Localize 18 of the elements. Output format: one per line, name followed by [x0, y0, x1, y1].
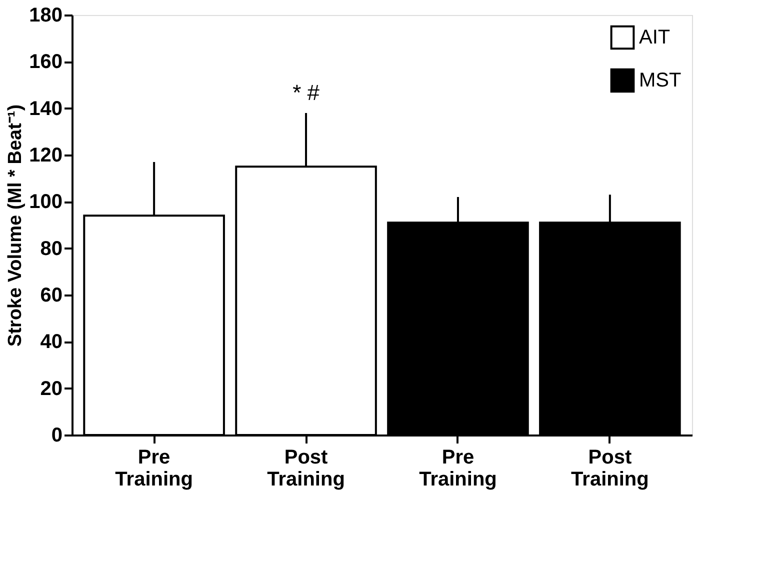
- x-tick-label: Pre Training: [419, 446, 497, 490]
- y-tick-label: 160: [29, 51, 62, 74]
- x-tick-label: Pre Training: [115, 446, 193, 490]
- legend-label: MST: [639, 70, 682, 92]
- y-tick-label: 140: [29, 98, 62, 120]
- annotation: * #: [292, 80, 320, 105]
- x-tick-label: Post Training: [571, 446, 649, 490]
- legend-label: AIT: [639, 26, 670, 48]
- y-axis-title: Stroke Volume (Ml * Beat⁻¹): [5, 104, 26, 347]
- y-tick-label: 60: [40, 284, 62, 306]
- y-tick-label: 100: [29, 191, 62, 214]
- y-tick-label: 20: [40, 378, 62, 400]
- y-tick-label: 180: [29, 4, 62, 26]
- y-tick-label: 40: [40, 331, 62, 354]
- y-tick-label: 0: [51, 424, 62, 446]
- y-tick-label: 120: [29, 144, 62, 166]
- x-tick-label: Post Training: [267, 446, 345, 490]
- y-tick-label: 80: [40, 238, 62, 260]
